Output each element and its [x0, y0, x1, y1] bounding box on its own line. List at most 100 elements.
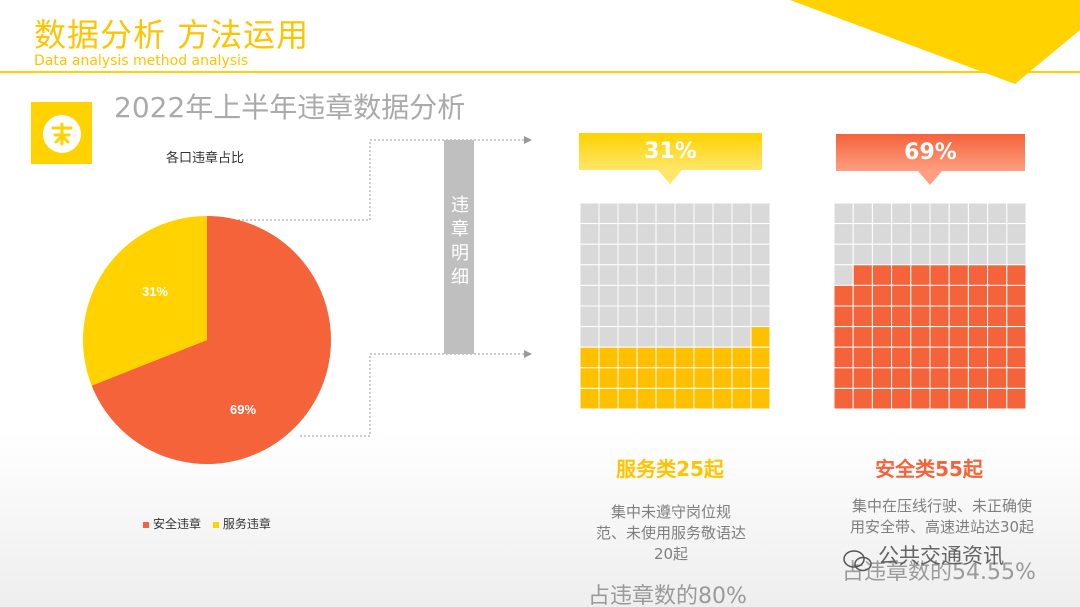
waffle-cell — [871, 264, 893, 286]
waffle-cell — [891, 264, 912, 286]
pie-title: 各口违章占比 — [166, 151, 245, 166]
waffle-cell — [598, 326, 619, 348]
waffle-cell — [636, 203, 657, 225]
waffle-cell — [731, 305, 752, 328]
waffle-cell — [636, 367, 657, 389]
waffle-cell — [910, 243, 931, 266]
waffle-cell — [731, 203, 752, 225]
waffle-cell — [871, 326, 893, 348]
legend-item-service: 服务违章 — [212, 517, 271, 531]
pie-slice-safety — [91, 216, 331, 465]
waffle-cell — [910, 264, 931, 286]
waffle-cell — [750, 203, 770, 225]
waffle-cell — [967, 243, 989, 266]
waffle-cell — [929, 326, 950, 348]
waffle-cell — [967, 326, 989, 348]
waffle-cell — [987, 223, 1008, 245]
waffle-cell — [598, 203, 619, 225]
waffle-cell — [834, 264, 854, 286]
legend-item-safety: 安全违章 — [143, 517, 201, 531]
waffle-cell — [750, 305, 770, 328]
waffle-cell — [891, 243, 912, 266]
category-service: 服务类25起 — [616, 457, 724, 481]
waffle-cell — [655, 387, 676, 409]
waffle-cell — [617, 367, 638, 389]
waffle-cell — [598, 264, 619, 286]
waffle-cell — [580, 387, 600, 409]
waffle-cell — [910, 223, 931, 245]
waffle-cell — [693, 305, 714, 328]
waffle-cell — [967, 203, 989, 225]
waffle-cell — [948, 264, 969, 286]
description-line: 集中在压线行驶、未正确使 — [851, 497, 1032, 515]
waffle-cell — [852, 264, 873, 286]
description-line: 集中未遵守岗位规 — [610, 503, 731, 521]
waffle-cell — [871, 367, 893, 389]
waffle-cell — [948, 367, 969, 389]
legend-swatch-yellow — [212, 521, 219, 528]
waffle-cell — [693, 367, 714, 389]
waffle-cell — [852, 223, 873, 245]
waffle-cell — [712, 223, 733, 245]
waffle-cell — [712, 346, 733, 369]
waffle-cell — [674, 326, 695, 348]
waffle-cell — [1006, 346, 1026, 369]
waffle-cell — [750, 346, 770, 369]
waffle-cell — [910, 367, 931, 389]
slide-title: 数据分析 方法运用 — [34, 16, 310, 54]
waffle-cell — [580, 326, 600, 348]
waffle-cell — [852, 305, 873, 328]
waffle-cell — [636, 305, 657, 328]
waffle-cell — [871, 346, 893, 369]
waffle-cell — [655, 223, 676, 245]
waffle-cell — [712, 387, 733, 409]
waffle-cell — [750, 387, 770, 409]
waffle-cell — [655, 203, 676, 225]
waffle-cell — [929, 305, 950, 328]
waffle-cell — [948, 203, 969, 225]
waffle-cell — [617, 243, 638, 266]
waffle-cell — [852, 284, 873, 307]
waffle-cell — [891, 367, 912, 389]
waffle-cell — [871, 284, 893, 307]
waffle-cell — [852, 387, 873, 409]
waffle-cell — [1006, 203, 1026, 225]
waffle-cell — [655, 367, 676, 389]
percent-callout-safety: 69% — [836, 134, 1025, 171]
waffle-cell — [617, 203, 638, 225]
waffle-cell — [598, 346, 619, 369]
waffle-cell — [987, 264, 1008, 286]
waffle-cell — [750, 243, 770, 266]
waffle-cell — [636, 284, 657, 307]
share-service: 占违章数的80% — [588, 584, 747, 607]
waffle-cell — [674, 223, 695, 245]
waffle-cell — [712, 203, 733, 225]
waffle-cell — [948, 326, 969, 348]
pie-label-service: 31% — [142, 284, 168, 299]
waffle-cell — [693, 387, 714, 409]
waffle-cell — [891, 346, 912, 369]
corner-decoration — [790, 0, 1080, 84]
waffle-cell — [910, 203, 931, 225]
waffle-cell — [731, 243, 752, 266]
slide-subtitle: Data analysis method analysis — [34, 53, 249, 69]
description-service: 集中未遵守岗位规 范、未使用服务敬语达 20起 — [582, 502, 760, 565]
waffle-cell — [948, 387, 969, 409]
waffle-cell — [750, 223, 770, 245]
legend-swatch-orange — [143, 521, 149, 528]
waffle-cell — [871, 387, 893, 409]
waffle-cell — [655, 326, 676, 348]
legend-label-service: 服务违章 — [222, 517, 271, 531]
waffle-cell — [617, 223, 638, 245]
waffle-cell — [693, 326, 714, 348]
waffle-cell — [834, 203, 854, 225]
description-line: 20起 — [653, 545, 689, 563]
waffle-cell — [910, 326, 931, 348]
waffle-cell — [948, 346, 969, 369]
waffle-cell — [852, 346, 873, 369]
description-line: 范、未使用服务敬语达 — [595, 524, 746, 542]
waffle-cell — [987, 346, 1008, 369]
waffle-cell — [598, 243, 619, 266]
legend-label-safety: 安全违章 — [153, 517, 202, 531]
